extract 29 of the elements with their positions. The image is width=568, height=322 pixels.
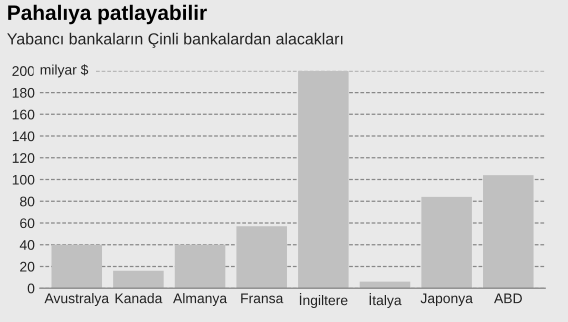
y-tick-label: 80 xyxy=(20,196,34,206)
x-tick-label: Fransa xyxy=(241,294,284,304)
y-tick-label: 20 xyxy=(20,262,34,272)
chart-title: Pahalıya patlayabilir xyxy=(8,4,207,24)
y-tick-label: 60 xyxy=(20,218,34,228)
x-tick-label: Kanada xyxy=(116,293,162,304)
x-tick-label: İngiltere xyxy=(300,293,348,308)
x-tick-label: Avustralya xyxy=(44,293,110,306)
y-tick-label: 160 xyxy=(12,110,34,120)
bar xyxy=(421,196,472,288)
y-axis-title: milyar $ xyxy=(40,64,88,78)
y-tick-label: 180 xyxy=(12,88,34,98)
x-tick-label: Japonya xyxy=(420,294,473,306)
bar xyxy=(174,244,226,288)
y-tick-label: 40 xyxy=(20,240,34,250)
x-tick-label: İtalya xyxy=(370,293,402,308)
bar xyxy=(298,70,349,288)
bar xyxy=(360,282,410,288)
bar xyxy=(236,226,287,288)
chart-subtitle: Yabancı bankaların Çinli bankalardan alacakları xyxy=(7,32,342,48)
bar xyxy=(483,175,534,288)
y-tick-label: 100 xyxy=(12,174,34,185)
x-tick-label: ABD xyxy=(494,294,522,304)
bar xyxy=(113,270,164,288)
x-tick-label: Almanya xyxy=(173,293,228,306)
bar xyxy=(51,244,102,288)
y-tick-label: 0 xyxy=(28,284,34,294)
y-tick-label: 120 xyxy=(12,153,34,163)
y-tick-label: 140 xyxy=(12,131,34,142)
